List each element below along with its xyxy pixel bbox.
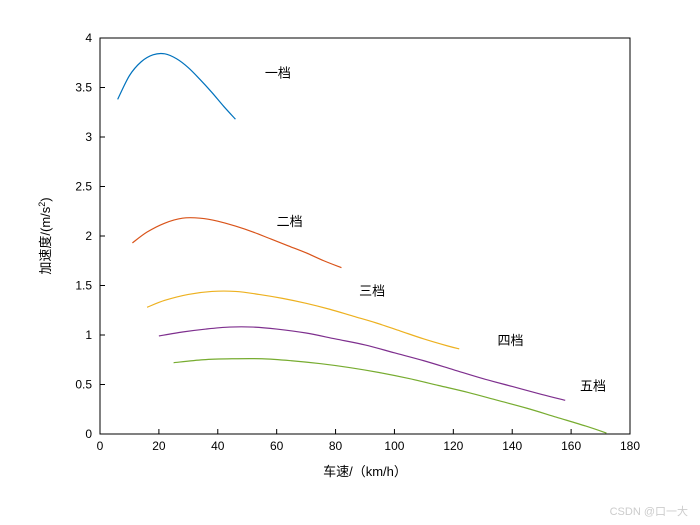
line-chart: 0 20 40 60 80 100 120 140 160 180 0 0.5 1 1.5 2 2.5 3 3.5… — [30, 20, 650, 490]
y-tick-label: 3 — [85, 130, 92, 144]
y-tick-label: 2.5 — [75, 180, 92, 194]
series-label-gear3: 三档 — [359, 283, 385, 298]
chart-container: 0 20 40 60 80 100 120 140 160 180 0 0.5 1 1.5 2 2.5 3 3.5… — [30, 20, 650, 490]
x-tick-label: 120 — [443, 439, 463, 453]
plot-area — [100, 38, 630, 434]
y-tick-label: 0.5 — [75, 378, 92, 392]
x-tick-label: 100 — [384, 439, 404, 453]
x-tick-label: 140 — [502, 439, 522, 453]
y-tick-label: 1 — [85, 328, 92, 342]
y-tick-label: 2 — [85, 229, 92, 243]
x-tick-label: 40 — [211, 439, 225, 453]
x-tick-label: 160 — [561, 439, 581, 453]
x-tick-label: 180 — [620, 439, 640, 453]
y-tick-label: 1.5 — [75, 279, 92, 293]
series-label-gear4: 四档 — [498, 333, 524, 348]
y-tick-label: 3.5 — [75, 81, 92, 95]
y-axis-title: 加速度/(m/s2) — [37, 197, 53, 274]
series-label-gear2: 二档 — [277, 214, 303, 229]
series-label-gear1: 一档 — [265, 66, 291, 81]
series-label-gear5: 五档 — [580, 378, 606, 393]
y-tick-label: 4 — [85, 31, 92, 45]
watermark-text: CSDN @口一大 — [610, 503, 688, 519]
x-tick-label: 0 — [97, 439, 104, 453]
y-tick-label: 0 — [85, 427, 92, 441]
x-tick-label: 80 — [329, 439, 343, 453]
x-tick-label: 60 — [270, 439, 284, 453]
x-axis-title: 车速/（km/h） — [323, 464, 407, 479]
x-tick-label: 20 — [152, 439, 166, 453]
